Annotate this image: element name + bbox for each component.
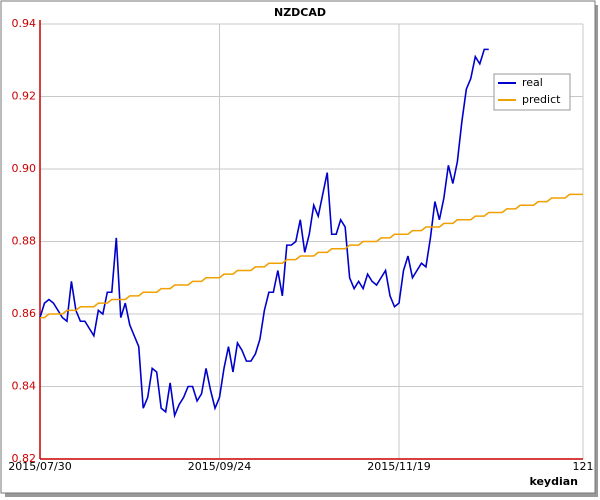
y-tick-label: 0.94 xyxy=(12,17,37,30)
legend-box xyxy=(493,73,571,111)
line-series xyxy=(40,193,583,319)
y-tick-label: 0.84 xyxy=(12,380,37,393)
x-axis-label: keydian xyxy=(529,475,578,488)
x-tick-label: 2015/07/30 xyxy=(8,460,71,473)
x-tick-label: 2015/11/19 xyxy=(367,460,430,473)
legend-label: predict xyxy=(522,93,561,106)
y-tick-label: 0.90 xyxy=(12,162,37,175)
y-tick-label: 0.86 xyxy=(12,307,37,320)
y-tick-label: 0.92 xyxy=(12,90,37,103)
x-tick-label: 121 xyxy=(573,460,594,473)
chart-title: NZDCAD xyxy=(274,6,326,19)
y-tick-label: 0.82 xyxy=(12,452,37,465)
line-series xyxy=(39,48,489,419)
x-tick-label: 2015/09/24 xyxy=(188,460,251,473)
y-tick-label: 0.88 xyxy=(12,235,37,248)
legend-label: real xyxy=(522,76,543,89)
